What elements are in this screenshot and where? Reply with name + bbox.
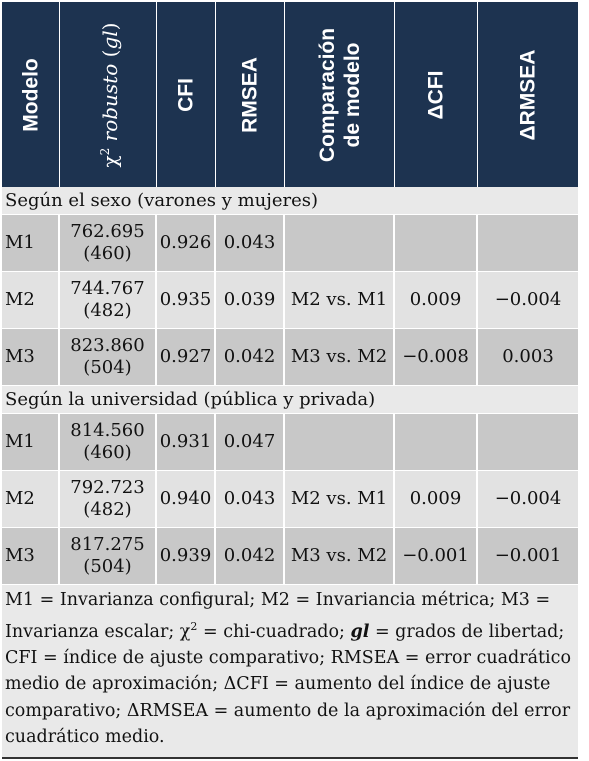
cell-cfi: 0.926: [157, 215, 216, 271]
cell-drmsea: [478, 414, 578, 470]
table-row: M1 814.560 (460) 0.931 0.047: [2, 414, 578, 471]
header-comparacion: Comparación de modelo: [285, 2, 395, 187]
cell-comp: M3 vs. M2: [285, 528, 395, 584]
cell-modelo: M1: [2, 215, 60, 271]
cell-comp: M3 vs. M2: [285, 329, 395, 385]
cell-modelo: M3: [2, 329, 60, 385]
cell-cfi: 0.927: [157, 329, 216, 385]
table-header: Modelo χ2 robusto (gl) CFI RMSEA Compara…: [2, 2, 578, 187]
cell-dcfi: −0.001: [395, 528, 478, 584]
cell-cfi: 0.939: [157, 528, 216, 584]
group-title-universidad: Según la universidad (pública y privada): [2, 386, 578, 414]
header-drmsea: ΔRMSEA: [516, 49, 540, 140]
group-title-sexo: Según el sexo (varones y mujeres): [2, 187, 578, 215]
cell-modelo: M1: [2, 414, 60, 470]
table-row: M3 823.860 (504) 0.927 0.042 M3 vs. M2 −0…: [2, 329, 578, 386]
table-row: M2 744.767 (482) 0.935 0.039 M2 vs. M1 0.…: [2, 272, 578, 329]
cell-cfi: 0.935: [157, 272, 216, 328]
cell-chi: 823.860 (504): [60, 329, 157, 385]
cell-rmsea: 0.047: [216, 414, 285, 470]
cell-drmsea: −0.004: [494, 289, 562, 310]
cell-drmsea: −0.004: [494, 488, 562, 509]
cell-modelo: M2: [2, 471, 60, 527]
cell-rmsea: 0.042: [216, 528, 285, 584]
cell-modelo: M2: [2, 272, 60, 328]
results-table: Modelo χ2 robusto (gl) CFI RMSEA Compara…: [2, 2, 578, 759]
header-dcfi: ΔCFI: [395, 2, 478, 187]
cell-chi: 744.767 (482): [60, 272, 157, 328]
cell-cfi: 0.931: [157, 414, 216, 470]
cell-chi: 762.695 (460): [60, 215, 157, 271]
cell-rmsea: 0.039: [216, 272, 285, 328]
cell-comp: [285, 215, 395, 271]
header-chi: χ2 robusto (gl): [60, 2, 157, 187]
cell-comp: [285, 414, 395, 470]
cell-drmsea: −0.001: [494, 545, 562, 566]
header-modelo: Modelo: [2, 2, 60, 187]
cell-rmsea: 0.043: [216, 471, 285, 527]
cell-chi: 817.275 (504): [60, 528, 157, 584]
cell-drmsea: [478, 215, 578, 271]
cell-comp: M2 vs. M1: [285, 471, 395, 527]
cell-dcfi: 0.009: [395, 272, 478, 328]
header-rmsea: RMSEA: [216, 2, 285, 187]
cell-chi: 814.560 (460): [60, 414, 157, 470]
cell-dcfi: [395, 414, 478, 470]
cell-rmsea: 0.043: [216, 215, 285, 271]
cell-dcfi: [395, 215, 478, 271]
cell-comp: M2 vs. M1: [285, 272, 395, 328]
cell-cfi: 0.940: [157, 471, 216, 527]
cell-dcfi: −0.008: [395, 329, 478, 385]
cell-chi: 792.723 (482): [60, 471, 157, 527]
cell-dcfi: 0.009: [395, 471, 478, 527]
table-row: M1 762.695 (460) 0.926 0.043: [2, 215, 578, 272]
cell-rmsea: 0.042: [216, 329, 285, 385]
table-footnote: M1 = Invarianza configural; M2 = Invaria…: [2, 585, 578, 759]
cell-modelo: M3: [2, 528, 60, 584]
table-row: M2 792.723 (482) 0.940 0.043 M2 vs. M1 0.…: [2, 471, 578, 528]
table-row: M3 817.275 (504) 0.939 0.042 M3 vs. M2 −0…: [2, 528, 578, 585]
cell-drmsea: 0.003: [502, 346, 554, 367]
header-cfi: CFI: [157, 2, 216, 187]
